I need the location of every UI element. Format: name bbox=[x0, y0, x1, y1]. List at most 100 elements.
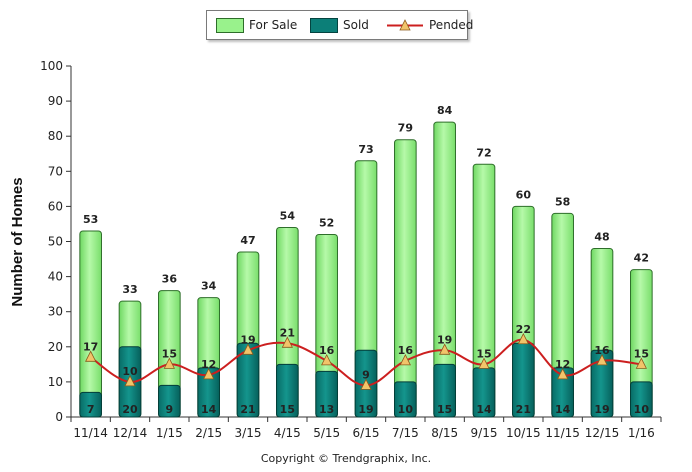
pended-marker bbox=[281, 336, 293, 348]
for-sale-value-label: 34 bbox=[201, 280, 217, 293]
pended-line-layer bbox=[85, 332, 647, 390]
for-sale-value-label: 58 bbox=[555, 195, 570, 208]
pended-marker bbox=[360, 378, 372, 390]
for-sale-value-label: 42 bbox=[634, 252, 649, 265]
pended-marker bbox=[321, 353, 333, 366]
y-tick-label: 0 bbox=[55, 410, 63, 424]
y-tick-label: 20 bbox=[48, 340, 63, 354]
data-labels-layer: 53 33 36 34 47 54 52 73 79 84 72 60 58 48 42 7 20 9 14 21 15… bbox=[83, 104, 649, 416]
for-sale-value-label: 52 bbox=[319, 216, 334, 229]
pended-value-label: 9 bbox=[362, 368, 370, 381]
for-sale-value-label: 33 bbox=[122, 283, 137, 296]
pended-value-label: 17 bbox=[83, 340, 98, 353]
pended-marker bbox=[242, 343, 254, 355]
x-tick-label: 4/15 bbox=[274, 426, 301, 440]
for-sale-value-label: 48 bbox=[594, 231, 609, 244]
x-tick-label: 8/15 bbox=[431, 426, 458, 440]
sold-value-label: 19 bbox=[594, 403, 609, 416]
pended-marker bbox=[163, 357, 175, 369]
y-axis-title: Number of Homes bbox=[9, 177, 26, 306]
x-tick-label: 6/15 bbox=[353, 426, 380, 440]
y-tick-label: 70 bbox=[48, 164, 63, 178]
sold-value-label: 9 bbox=[166, 403, 174, 416]
sold-bar bbox=[236, 342, 260, 418]
pended-value-label: 16 bbox=[594, 344, 610, 357]
y-tick-label: 60 bbox=[48, 199, 63, 213]
legend-sold-label: Sold bbox=[343, 18, 369, 32]
sold-value-label: 15 bbox=[437, 403, 452, 416]
x-tick-label: 5/15 bbox=[313, 426, 340, 440]
y-tick-label: 10 bbox=[48, 375, 63, 389]
y-tick-label: 90 bbox=[48, 94, 63, 108]
sold-bar bbox=[590, 349, 614, 418]
x-tick-label: 11/15 bbox=[545, 426, 580, 440]
y-tick-label: 50 bbox=[48, 235, 63, 249]
y-tick-label: 30 bbox=[48, 305, 63, 319]
legend-for-sale-swatch bbox=[216, 18, 244, 33]
sold-value-label: 10 bbox=[634, 403, 650, 416]
sold-value-label: 19 bbox=[358, 403, 373, 416]
pended-value-label: 12 bbox=[201, 358, 216, 371]
y-tick-label: 40 bbox=[48, 270, 63, 284]
sold-value-label: 13 bbox=[319, 403, 334, 416]
for-sale-value-label: 73 bbox=[358, 143, 373, 156]
sold-value-label: 10 bbox=[398, 403, 414, 416]
pended-marker bbox=[399, 353, 411, 366]
legend-for-sale-label: For Sale bbox=[249, 18, 298, 32]
x-tick-label: 11/14 bbox=[73, 426, 108, 440]
x-tick-label: 12/15 bbox=[585, 426, 620, 440]
sold-value-label: 21 bbox=[516, 403, 531, 416]
sold-bar bbox=[433, 363, 456, 418]
pended-value-label: 16 bbox=[319, 344, 335, 357]
for-sale-value-label: 60 bbox=[516, 188, 532, 201]
for-sale-value-label: 79 bbox=[398, 122, 413, 135]
pended-value-label: 15 bbox=[634, 347, 649, 360]
sold-bar bbox=[276, 363, 299, 418]
sold-value-label: 14 bbox=[476, 403, 492, 416]
sold-value-label: 14 bbox=[555, 403, 571, 416]
y-tick-label: 80 bbox=[48, 129, 63, 143]
pended-value-label: 19 bbox=[437, 333, 452, 346]
legend-pended-marker bbox=[387, 19, 423, 31]
x-tick-label: 2/15 bbox=[195, 426, 222, 440]
pended-value-label: 22 bbox=[516, 323, 531, 336]
sold-bar bbox=[394, 381, 417, 418]
pended-marker bbox=[85, 350, 97, 362]
pended-value-label: 21 bbox=[280, 326, 295, 339]
pended-marker bbox=[596, 353, 608, 366]
x-tick-label: 7/15 bbox=[392, 426, 419, 440]
for-sale-bar bbox=[79, 230, 102, 418]
x-tick-label: 1/16 bbox=[628, 426, 655, 440]
pended-value-label: 16 bbox=[398, 344, 414, 357]
legend: For Sale Sold Pended bbox=[206, 10, 473, 40]
sold-bar bbox=[79, 391, 102, 418]
for-sale-value-label: 84 bbox=[437, 104, 453, 117]
for-sale-value-label: 53 bbox=[83, 213, 98, 226]
pended-value-label: 15 bbox=[162, 347, 177, 360]
x-tick-label: 12/14 bbox=[113, 426, 148, 440]
pended-value-label: 19 bbox=[240, 333, 255, 346]
y-tick-label: 100 bbox=[40, 59, 63, 73]
pended-marker bbox=[203, 367, 215, 380]
legend-pended-label: Pended bbox=[429, 18, 474, 32]
pended-marker bbox=[517, 332, 529, 345]
x-tick-label: 10/15 bbox=[506, 426, 541, 440]
legend-sold-swatch bbox=[310, 18, 338, 33]
pended-marker bbox=[635, 357, 647, 369]
sold-value-label: 21 bbox=[240, 403, 255, 416]
sold-bar bbox=[315, 370, 338, 418]
pended-value-label: 12 bbox=[555, 358, 570, 371]
pended-value-label: 15 bbox=[476, 347, 491, 360]
for-sale-value-label: 72 bbox=[476, 146, 491, 159]
pended-marker bbox=[439, 343, 451, 355]
sold-value-label: 7 bbox=[87, 403, 95, 416]
for-sale-bar bbox=[394, 139, 417, 418]
x-tick-label: 3/15 bbox=[235, 426, 262, 440]
pended-value-label: 10 bbox=[122, 365, 138, 378]
sold-bar bbox=[630, 381, 653, 418]
for-sale-value-label: 47 bbox=[240, 234, 255, 247]
sold-value-label: 15 bbox=[280, 403, 295, 416]
pended-marker bbox=[557, 367, 569, 380]
x-tick-label: 9/15 bbox=[471, 426, 498, 440]
